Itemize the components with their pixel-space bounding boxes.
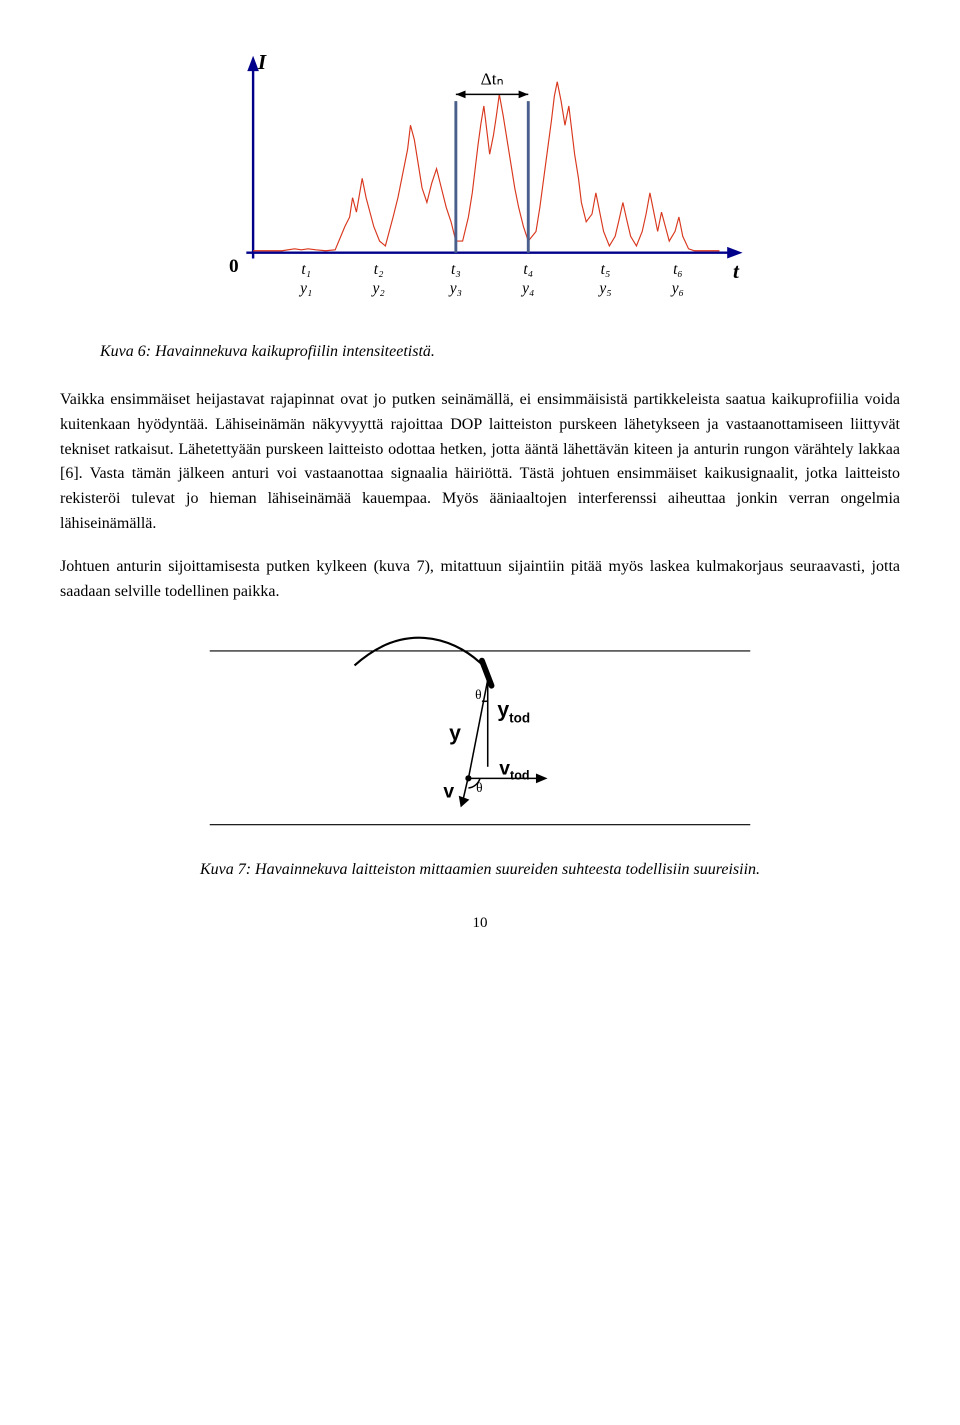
figure-echo-profile: I t 0 Δtₙ t₁ t₂ t₃ t₄ t₅ t₆ y₁ y₂ y₃ y₄ y₅ y₆ bbox=[60, 48, 900, 328]
y-tick-4: y₄ bbox=[520, 280, 534, 297]
x-tick-labels-t: t₁ t₂ t₃ t₄ t₅ t₆ bbox=[301, 261, 682, 278]
x-axis-arrowhead bbox=[727, 247, 742, 259]
y-tick-2: y₂ bbox=[371, 280, 385, 297]
t-tick-5: t₅ bbox=[601, 261, 611, 278]
y-tick-6: y₆ bbox=[670, 280, 684, 297]
y-tick-3: y₃ bbox=[448, 280, 462, 297]
t-tick-6: t₆ bbox=[673, 261, 683, 278]
pipe-wall-curve bbox=[355, 638, 488, 671]
delta-span-arrow-left bbox=[456, 90, 466, 98]
y-tod-label: ytod bbox=[497, 699, 530, 726]
angle-correction-diagram: y ytod v vtod θ θ bbox=[200, 622, 760, 844]
y-tick-1: y₁ bbox=[298, 280, 312, 297]
theta-label-bottom: θ bbox=[476, 780, 482, 795]
echo-signal-line bbox=[253, 82, 719, 251]
page-number: 10 bbox=[60, 912, 900, 935]
theta-label-top: θ bbox=[475, 688, 481, 703]
paragraph-2: Johtuen anturin sijoittamisesta putken k… bbox=[60, 555, 900, 605]
y-axis-label: I bbox=[257, 50, 267, 74]
y-tick-5: y₅ bbox=[597, 280, 611, 297]
velocity-origin-dot bbox=[465, 776, 471, 782]
v-tod-label: vtod bbox=[499, 759, 529, 783]
echo-profile-chart: I t 0 Δtₙ t₁ t₂ t₃ t₄ t₅ t₆ y₁ y₂ y₃ y₄ y₅ y₆ bbox=[200, 48, 760, 328]
delta-label: Δtₙ bbox=[481, 70, 504, 89]
x-axis-label: t bbox=[733, 259, 740, 283]
t-tick-4: t₄ bbox=[523, 261, 533, 278]
origin-label: 0 bbox=[229, 256, 239, 277]
figure-1-caption: Kuva 6: Havainnekuva kaikuprofiilin inte… bbox=[100, 340, 900, 364]
v-label: v bbox=[443, 782, 454, 803]
figure-2-caption: Kuva 7: Havainnekuva laitteiston mittaam… bbox=[60, 858, 900, 882]
x-tick-labels-y: y₁ y₂ y₃ y₄ y₅ y₆ bbox=[298, 280, 684, 297]
t-tick-1: t₁ bbox=[301, 261, 311, 278]
figure-angle-correction: y ytod v vtod θ θ bbox=[60, 622, 900, 844]
t-tick-2: t₂ bbox=[374, 261, 384, 278]
paragraph-1: Vaikka ensimmäiset heijastavat rajapinna… bbox=[60, 388, 900, 537]
t-tick-3: t₃ bbox=[451, 261, 461, 278]
delta-span-arrow-right bbox=[519, 90, 529, 98]
y-label: y bbox=[449, 722, 461, 745]
v-tod-arrowhead bbox=[536, 774, 548, 784]
